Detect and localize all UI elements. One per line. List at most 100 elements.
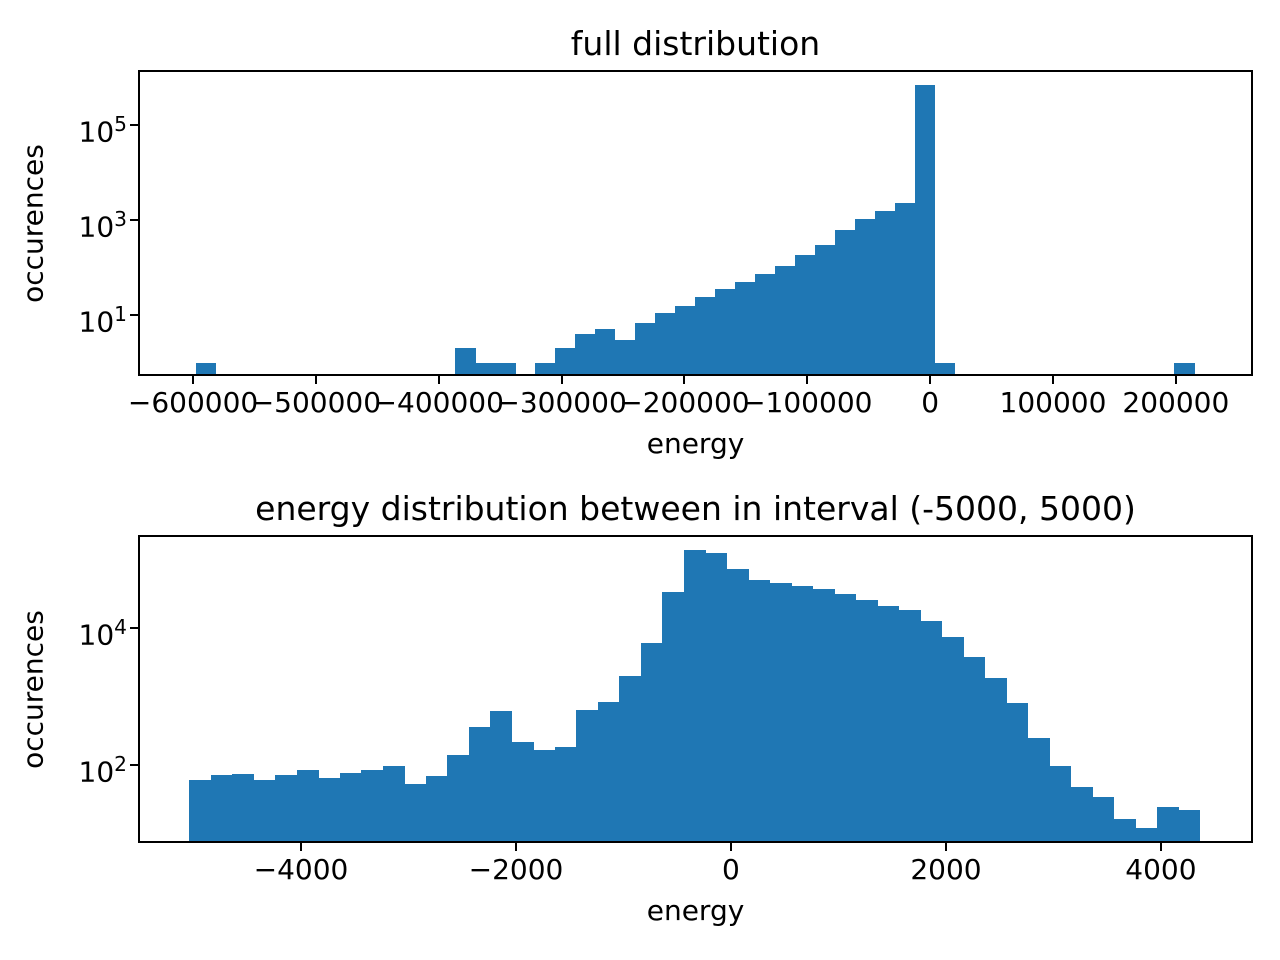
x-tick-mark <box>1174 375 1177 384</box>
histogram-bar <box>877 605 900 842</box>
x-tick-mark <box>683 375 686 384</box>
histogram-bar <box>634 322 656 375</box>
histogram-bar <box>475 362 496 375</box>
histogram-bar <box>894 203 915 375</box>
histogram-bar <box>575 334 596 375</box>
x-tick-label: −300000 <box>496 386 627 419</box>
histogram-bar <box>814 245 836 375</box>
histogram-bar <box>812 589 835 842</box>
histogram-bar <box>920 621 943 842</box>
histogram-bar <box>1070 786 1093 842</box>
x-tick-mark <box>729 842 732 851</box>
x-tick-label: −2000 <box>468 853 564 886</box>
y-tick-label: 105 <box>78 112 127 149</box>
y-tick-mark <box>130 763 139 766</box>
histogram-bar <box>595 329 616 375</box>
histogram-bar <box>495 362 516 375</box>
y-tick-mark <box>130 124 139 127</box>
y-tick-label: 102 <box>78 751 127 789</box>
x-tick-mark <box>806 375 809 384</box>
x-tick-label: 0 <box>921 386 940 419</box>
histogram-bar <box>597 701 620 842</box>
histogram-bar <box>898 610 921 842</box>
histogram-bar <box>253 780 276 842</box>
y-tick-label: 101 <box>78 302 127 339</box>
histogram-bar <box>554 746 577 842</box>
y-tick-mark <box>130 626 139 629</box>
histogram-bar <box>382 765 405 842</box>
histogram-bar <box>941 636 964 842</box>
histogram-bar <box>1156 807 1179 842</box>
histogram-bar <box>275 774 298 842</box>
histogram-bar <box>1135 828 1158 842</box>
x-tick-label: −500000 <box>250 386 382 419</box>
histogram-bar <box>490 710 513 842</box>
bottom-x-axis-label: energy <box>646 894 745 927</box>
histogram-bar <box>683 549 706 842</box>
top-plot-title: full distribution <box>570 24 821 63</box>
histogram-bar <box>455 348 476 375</box>
histogram-bar <box>791 585 814 842</box>
histogram-bar <box>404 784 427 842</box>
x-tick-mark <box>192 375 195 384</box>
histogram-bar <box>769 583 792 842</box>
histogram-bar <box>662 591 685 842</box>
histogram-bar <box>1049 766 1072 842</box>
histogram-bar <box>748 580 771 842</box>
bottom-plot-area <box>139 536 1252 842</box>
histogram-bar <box>734 282 756 375</box>
histogram-bar <box>535 362 556 375</box>
x-tick-label: 4000 <box>1125 853 1197 886</box>
histogram-bar <box>195 362 216 375</box>
histogram-bar <box>468 726 491 842</box>
histogram-bar <box>934 362 955 375</box>
histogram-bar <box>1006 703 1029 842</box>
top-plot-area <box>139 71 1252 375</box>
histogram-bar <box>318 778 341 842</box>
x-tick-label: 200000 <box>1122 386 1230 419</box>
histogram-bar <box>855 599 878 842</box>
histogram-bar <box>834 230 856 375</box>
histogram-bar <box>1178 809 1201 842</box>
histogram-bar <box>705 552 728 842</box>
x-tick-mark <box>514 842 517 851</box>
x-tick-mark <box>560 375 563 384</box>
x-tick-label: 100000 <box>999 386 1107 419</box>
bottom-y-axis-label: occurences <box>16 610 50 769</box>
histogram-bar <box>640 643 663 842</box>
histogram-bar <box>1027 738 1050 842</box>
bottom-plot-title: energy distribution between in interval … <box>255 489 1136 528</box>
histogram-bar <box>794 254 816 375</box>
histogram-bar <box>754 273 776 375</box>
histogram-bar <box>1113 819 1136 842</box>
top-x-axis-label: energy <box>646 427 745 460</box>
y-tick-label: 103 <box>78 207 127 244</box>
histogram-bar <box>914 85 935 375</box>
histogram-bar <box>1092 797 1115 842</box>
histogram-bar <box>674 305 696 375</box>
x-tick-mark <box>1051 375 1054 384</box>
histogram-bar <box>654 313 676 375</box>
histogram-bar <box>726 568 749 842</box>
x-tick-mark <box>929 375 932 384</box>
x-tick-label: −100000 <box>742 386 873 419</box>
histogram-bar <box>232 774 255 842</box>
histogram-bar <box>296 770 319 842</box>
x-tick-mark <box>1159 842 1162 851</box>
histogram-bar <box>714 289 736 375</box>
y-tick-label: 104 <box>78 614 127 652</box>
histogram-bar <box>963 656 986 842</box>
x-tick-label: 0 <box>722 853 740 886</box>
histogram-bar <box>511 741 534 842</box>
histogram-bar <box>614 340 636 375</box>
histogram-bar <box>361 769 384 842</box>
histogram-bar <box>533 750 556 842</box>
x-tick-mark <box>314 375 317 384</box>
x-tick-label: −200000 <box>619 386 750 419</box>
x-tick-mark <box>944 842 947 851</box>
histogram-bar <box>576 710 599 842</box>
x-tick-mark <box>299 842 302 851</box>
histogram-bar <box>619 675 642 842</box>
histogram-bar <box>425 775 448 842</box>
